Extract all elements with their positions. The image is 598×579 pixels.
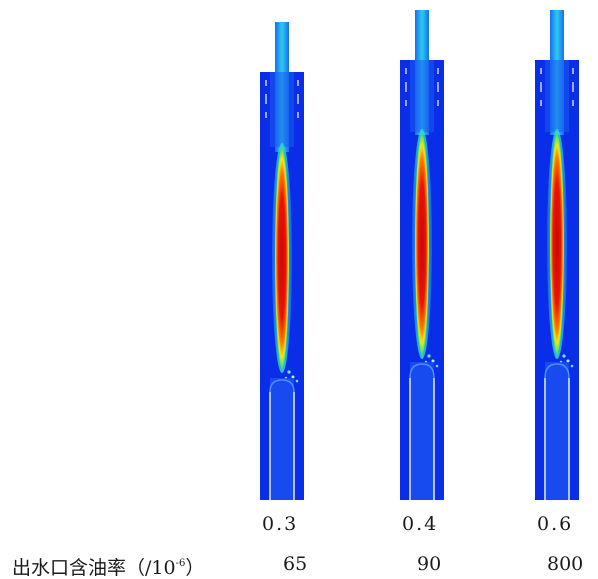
outlet-oil-content-label: 出水口含油率（/10-6）	[12, 553, 204, 579]
panel-2-ratio-label: 0.4	[402, 513, 439, 535]
row-label-exponent: -6	[175, 558, 186, 569]
panel-1-oil-value: 65	[283, 553, 308, 575]
panel-3	[535, 10, 579, 500]
row-label-suffix: ）	[185, 557, 205, 579]
panel-3-ratio-label: 0.6	[537, 513, 574, 535]
panel-1-ratio-label: 0.3	[262, 513, 299, 535]
simulation-panels	[260, 10, 579, 500]
panel-1	[260, 22, 304, 500]
panel-2	[400, 10, 444, 500]
panel-3-oil-value: 800	[547, 553, 584, 575]
panel-2-oil-value: 90	[417, 553, 442, 575]
row-label-prefix: 出水口含油率（/10	[12, 557, 176, 579]
